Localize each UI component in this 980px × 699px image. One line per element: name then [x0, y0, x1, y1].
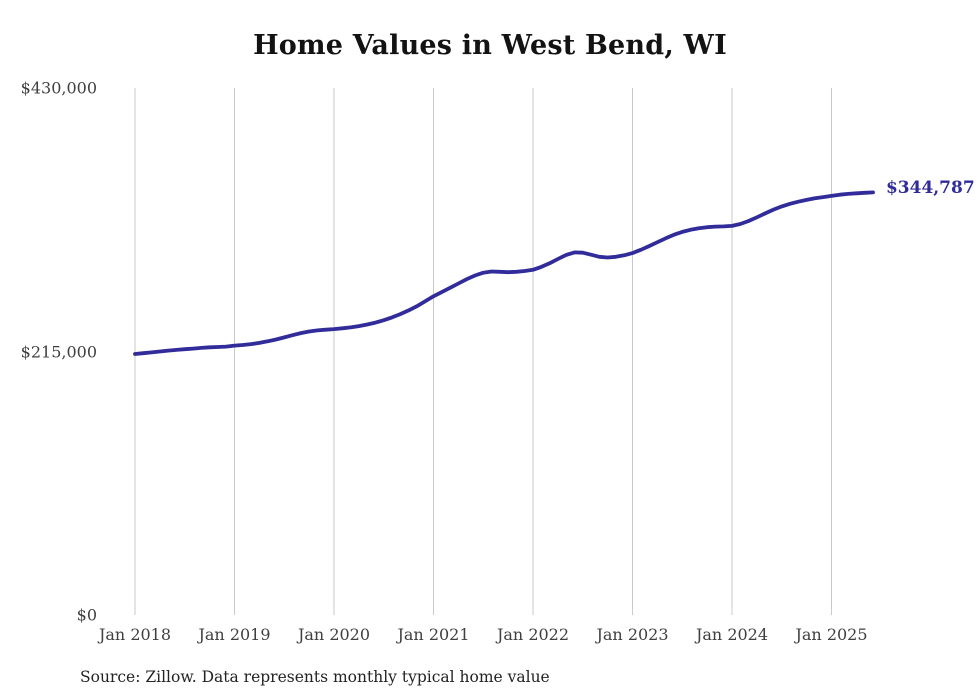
x-tick-label: Jan 2021 [397, 625, 470, 644]
x-tick-label: Jan 2024 [695, 625, 769, 644]
x-tick-label: Jan 2019 [198, 625, 271, 644]
x-tick-label: Jan 2018 [98, 625, 172, 644]
home-value-line [133, 190, 875, 356]
x-tick-label: Jan 2023 [596, 625, 669, 644]
chart-title: Home Values in West Bend, WI [253, 30, 727, 61]
x-tick-label: Jan 2022 [496, 625, 570, 644]
x-tick-label: Jan 2020 [297, 625, 371, 644]
y-tick-label: $215,000 [20, 342, 97, 361]
source-note: Source: Zillow. Data represents monthly … [80, 668, 550, 686]
y-tick-label: $0 [76, 605, 97, 625]
x-tick-label: Jan 2025 [795, 625, 868, 644]
last-value-label: $344,787 [885, 178, 975, 199]
y-tick-label: $430,000 [20, 78, 97, 98]
